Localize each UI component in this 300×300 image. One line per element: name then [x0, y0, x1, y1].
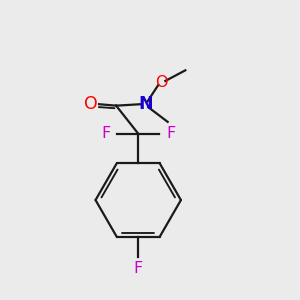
Text: F: F [134, 262, 143, 277]
Text: O: O [155, 75, 168, 90]
Text: N: N [138, 95, 153, 113]
Text: O: O [84, 95, 98, 113]
Text: F: F [101, 126, 110, 141]
Text: F: F [166, 126, 176, 141]
